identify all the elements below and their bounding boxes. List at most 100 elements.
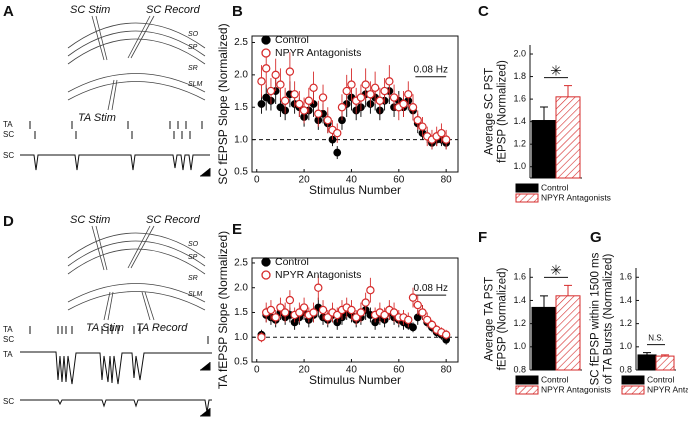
- stim-ticks: [29, 121, 203, 129]
- legend-marker: [261, 35, 271, 45]
- y-tick-label: 1.4: [619, 295, 632, 305]
- bar: [555, 295, 581, 371]
- data-point: [427, 320, 437, 330]
- data-point: [380, 86, 389, 96]
- layer-line: [67, 73, 206, 93]
- layer-line: [67, 22, 206, 49]
- diagram-label: SC Record: [146, 4, 201, 16]
- panel-label: D: [3, 213, 14, 230]
- data-point: [366, 90, 375, 99]
- hippocampus-diagram: SC Stim SC Record TA Stim TA Record SO S…: [67, 214, 206, 334]
- y-tick-label: 2.0: [234, 69, 248, 80]
- x-tick-label: 20: [299, 365, 311, 376]
- data-point: [356, 93, 366, 102]
- legend-label: Control: [275, 256, 309, 268]
- y-tick-label: 1.8: [513, 71, 526, 81]
- data-point: [280, 96, 290, 105]
- layer-label: SR: [188, 275, 198, 282]
- electrode: [103, 291, 111, 321]
- data-point: [413, 115, 422, 125]
- y-tick-label: 1.0: [513, 341, 526, 351]
- data-point: [295, 308, 304, 317]
- data-point: [389, 93, 399, 102]
- hippocampus-diagram: SC Stim SC Record TA Stim SO SP SR SLM: [67, 4, 206, 124]
- layer-line: [67, 81, 206, 101]
- y-tick-label: 1.2: [513, 139, 526, 149]
- diagram-label: SC Stim: [70, 214, 110, 226]
- series: [257, 48, 451, 150]
- y-tick-label: 0.5: [234, 167, 248, 178]
- y-tick-label: 1.0: [513, 161, 526, 171]
- panel-label: E: [232, 221, 242, 238]
- significance-label: ✳: [550, 262, 562, 278]
- electrode: [127, 225, 151, 269]
- bar: [531, 306, 557, 371]
- error-bar: [564, 85, 572, 97]
- legend-swatch: [515, 193, 539, 203]
- data-point: [280, 308, 290, 317]
- data-point: [314, 109, 323, 118]
- traces: TA SC SC: [3, 120, 211, 177]
- y-axis-label: of TA Bursts (Normalized): [603, 254, 615, 385]
- series: [257, 275, 451, 343]
- trace-label: TA: [3, 120, 13, 129]
- electrode: [95, 15, 108, 61]
- diagram-label: TA Record: [136, 322, 188, 334]
- legend-label: Control: [541, 374, 569, 384]
- data-point: [366, 285, 375, 295]
- error-bar: [540, 106, 548, 121]
- legend-label: NPYR Antagonists: [647, 384, 688, 394]
- x-tick-label: 0: [254, 175, 260, 186]
- y-tick-label: 1.6: [619, 272, 632, 282]
- data-point: [309, 308, 318, 317]
- data-point: [385, 77, 394, 86]
- data-point: [361, 298, 370, 307]
- data-point: [441, 135, 451, 144]
- electrode: [95, 225, 108, 271]
- y-axis-label: Average SC PST: [484, 68, 496, 155]
- data-point: [271, 313, 280, 322]
- y-axis-label: fEPSP (Normalized): [497, 60, 509, 163]
- data-point: [257, 77, 266, 86]
- data-point: [257, 333, 266, 342]
- significance-label: ✳: [550, 62, 562, 78]
- layer-line: [67, 291, 206, 311]
- layer-line: [67, 232, 206, 259]
- stim-ticks: [29, 326, 141, 334]
- data-point: [408, 293, 418, 302]
- data-point: [347, 305, 356, 315]
- data-point: [342, 86, 351, 96]
- layer-label: SR: [188, 65, 198, 72]
- trace: [20, 351, 212, 385]
- annotation-text: 0.08 Hz: [414, 283, 448, 294]
- data-point: [399, 99, 408, 109]
- data-point: [318, 305, 328, 315]
- plot-frame: [251, 257, 459, 363]
- data-point: [356, 308, 366, 317]
- y-tick-label: 2.5: [234, 37, 248, 48]
- y-tick-label: 1.0: [234, 332, 248, 343]
- legend-label: Control: [541, 182, 569, 192]
- layer-line: [67, 240, 206, 267]
- layer-label: SLM: [188, 81, 203, 88]
- data-point: [323, 313, 332, 322]
- error-bar: [540, 295, 548, 308]
- x-axis-label: Stimulus Number: [309, 373, 401, 387]
- data-point: [276, 303, 285, 312]
- electrode: [107, 79, 115, 111]
- data-point: [285, 67, 295, 76]
- traces: TA SC TA SC: [3, 325, 212, 417]
- data-point: [323, 115, 332, 125]
- significance-label: N.S.: [648, 334, 664, 343]
- scale-bar: [200, 408, 211, 417]
- data-point: [389, 308, 399, 317]
- trace-label: TA: [3, 350, 13, 359]
- data-point: [290, 90, 299, 99]
- legend-label: Control: [647, 374, 675, 384]
- electrode: [144, 291, 155, 321]
- legend-swatch: [515, 183, 539, 193]
- legend-label: Control: [275, 34, 309, 46]
- x-tick-label: 60: [393, 175, 405, 186]
- data-point: [423, 315, 432, 325]
- legend-label: NPYR Antagonists: [275, 47, 361, 59]
